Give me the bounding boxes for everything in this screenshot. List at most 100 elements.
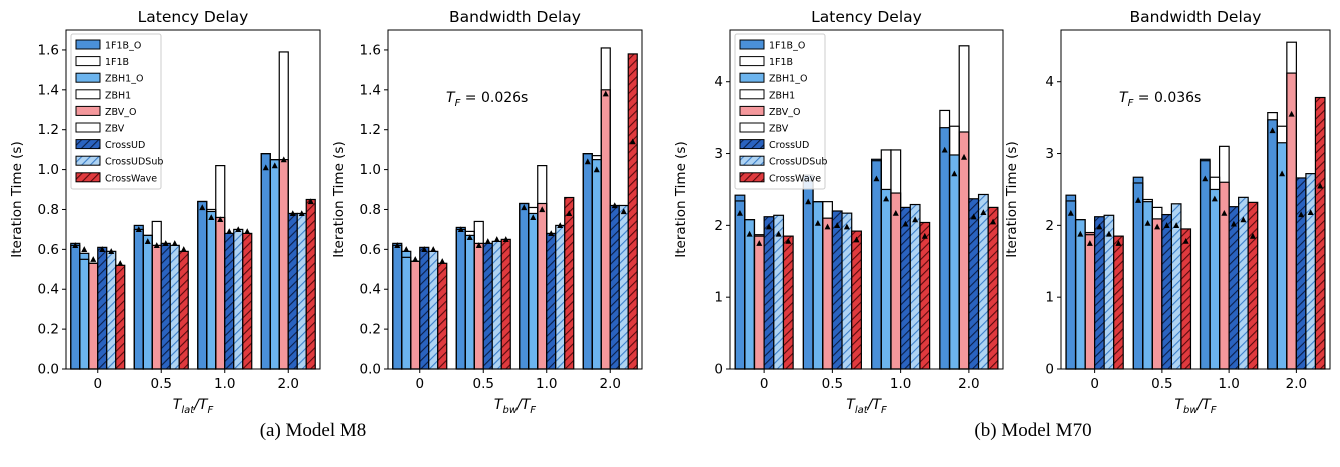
marker-s8-c1	[180, 246, 187, 252]
marker-s0-c2	[521, 204, 528, 211]
legend-label: CrossUD	[769, 140, 809, 151]
bar-s2-c2	[528, 212, 539, 370]
bar-s2-c0	[744, 219, 756, 370]
legend-label: ZBH1	[769, 90, 795, 101]
bar-s8-c0	[1113, 235, 1124, 370]
marker-s2-c1	[144, 238, 151, 244]
legend-label: 1F1B_O	[769, 41, 805, 52]
caption-b: (b) Model M70	[974, 420, 1092, 441]
marker-s7-c1	[493, 236, 500, 242]
ytick-label: 0	[1045, 362, 1054, 378]
ytick-label: 1.2	[360, 122, 381, 138]
marker-s2-c3	[951, 170, 958, 177]
marker-s6-c1	[1163, 222, 1170, 228]
bar-s8-c2	[242, 232, 253, 370]
bar-s6-c2	[546, 232, 557, 370]
ytick-label: 2	[1045, 218, 1054, 234]
bar-s6-c3	[287, 212, 298, 370]
ytick-label: 1.4	[360, 82, 381, 98]
legend-swatch	[739, 172, 765, 183]
marker-s6-c1	[484, 238, 491, 244]
legend-swatch	[739, 105, 765, 116]
axes-frame	[1060, 29, 1331, 370]
xtick-label: 0	[760, 376, 769, 392]
marker-s6-c0	[765, 223, 772, 230]
legend-swatch	[75, 72, 101, 83]
bar-s7-c2	[909, 203, 921, 370]
marker-s2-c0	[81, 246, 88, 252]
marker-s2-c0	[746, 230, 753, 237]
marker-s8-c2	[1249, 232, 1256, 239]
ytick-label: 1.2	[38, 122, 59, 138]
marker-s7-c1	[843, 223, 850, 230]
bar-s6-c1	[482, 242, 493, 370]
xtick-label: 1.0	[1218, 376, 1239, 392]
marker-s2-c1	[814, 220, 821, 226]
bar-s0-c1	[1132, 176, 1144, 370]
annotation-tf: TF = 0.036s	[1119, 90, 1201, 109]
xtick-label: 0	[1090, 376, 1099, 392]
bar-s7-c2	[555, 224, 566, 370]
ytick-label: 0.0	[360, 362, 381, 378]
xtick-label: 0	[415, 376, 424, 392]
marker-s8-c3	[307, 198, 314, 205]
legend-label: 1F1B_O	[105, 41, 141, 52]
bar-s2-c1	[464, 234, 475, 370]
bar-s4-c0	[753, 234, 765, 370]
marker-s8-c0	[439, 258, 446, 264]
ytick-label: 1.4	[38, 82, 59, 98]
ytick-label: 1.0	[38, 162, 59, 178]
bar-s8-c0	[782, 235, 794, 370]
bar-s6-c2	[224, 232, 235, 370]
bar-s2-c3	[948, 154, 960, 370]
bar-s8-c3	[627, 53, 638, 370]
marker-s4-c2	[892, 209, 899, 216]
xtick-label: 0.5	[151, 376, 172, 392]
bar-s4-c1	[822, 217, 833, 370]
chart-title: Bandwidth Delay	[1130, 8, 1262, 26]
bar-s2-c1	[1142, 201, 1153, 370]
ytick-label: 4	[714, 74, 723, 90]
marker-s6-c3	[1298, 211, 1305, 218]
bar-s8-c0	[115, 264, 126, 370]
bar-s0-c1	[133, 224, 144, 370]
chart-panel-4: 0 1 2 3 4 0 0.5 1.0 2.0 Bandwidth Delay Iteration …	[1004, 8, 1331, 416]
bar-s7-c1	[1170, 203, 1182, 370]
marker-s2-c2	[1211, 195, 1218, 202]
marker-s6-c2	[226, 228, 233, 235]
legend-swatch	[75, 155, 101, 166]
bar-s6-c0	[419, 246, 430, 370]
y-axis-label: Iteration Time (s)	[673, 141, 689, 257]
bar-s8-c3	[987, 206, 999, 370]
bar-s4-c3	[278, 159, 289, 370]
marker-s2-c2	[883, 195, 890, 202]
bar-s0-c2	[197, 200, 208, 370]
xtick-label: 0	[93, 376, 102, 392]
marker-s4-c0	[412, 256, 419, 262]
bar-s8-c2	[1247, 201, 1259, 370]
bar-s0-c0	[734, 194, 746, 370]
ytick-label: 0.0	[38, 362, 59, 378]
bar-s6-c1	[831, 210, 843, 370]
marker-s7-c0	[775, 230, 782, 237]
marker-s4-c3	[1288, 110, 1295, 117]
bar-s0-c2	[871, 158, 882, 370]
bar-s8-c2	[919, 221, 931, 370]
marker-s2-c1	[466, 234, 473, 240]
bar-s7-c2	[1238, 196, 1249, 370]
bar-s0-c2	[1199, 158, 1211, 370]
bar-s4-c1	[151, 244, 162, 370]
marker-s7-c0	[1105, 230, 1112, 237]
ytick-label: 0.2	[360, 322, 381, 338]
xtick-label: 0.5	[1151, 376, 1172, 392]
bar-s8-c1	[1180, 228, 1192, 370]
marker-s4-c1	[475, 242, 482, 248]
bar-s7-c0	[428, 250, 439, 370]
x-axis-label: Tbw/TF	[1174, 397, 1216, 416]
legend-label: CrossUD	[105, 140, 145, 151]
bar-s6-c2	[900, 206, 911, 370]
bar-s7-c1	[169, 244, 180, 370]
marker-s4-c0	[756, 240, 763, 246]
ytick-label: 1.6	[360, 42, 381, 58]
